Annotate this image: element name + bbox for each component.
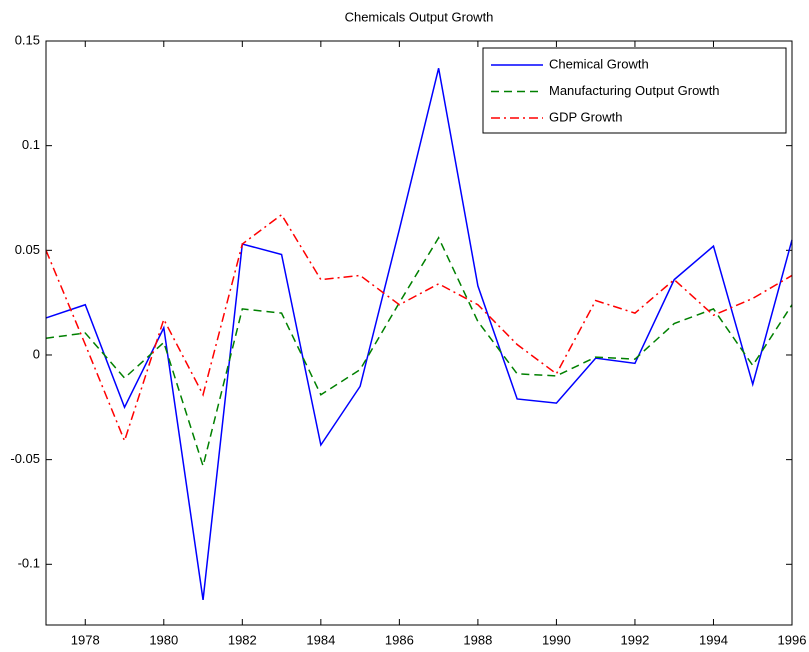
x-tick-label: 1996 [778,632,807,647]
x-tick-label: 1994 [699,632,728,647]
chart-title: Chemicals Output Growth [345,9,494,24]
y-tick-label: 0.1 [22,137,40,152]
y-tick-label: 0.05 [15,242,40,257]
legend-label: Manufacturing Output Growth [549,83,720,98]
x-tick-label: 1992 [620,632,649,647]
legend-box [482,47,787,134]
data-line [45,213,793,443]
x-tick-label: 1986 [385,632,414,647]
data-line [45,236,793,469]
x-tick-label: 1988 [463,632,492,647]
y-tick-label: 0 [33,346,40,361]
data-line [45,68,793,600]
y-tick-label: -0.05 [10,451,40,466]
axes-box [45,40,793,626]
legend-label: Chemical Growth [549,56,649,71]
x-tick-label: 1982 [228,632,257,647]
x-tick-label: 1984 [306,632,335,647]
x-tick-label: 1978 [71,632,100,647]
x-tick-label: 1980 [149,632,178,647]
legend-label: GDP Growth [549,109,622,124]
y-tick-label: -0.1 [18,556,40,571]
y-tick-label: 0.15 [15,32,40,47]
x-tick-label: 1990 [542,632,571,647]
